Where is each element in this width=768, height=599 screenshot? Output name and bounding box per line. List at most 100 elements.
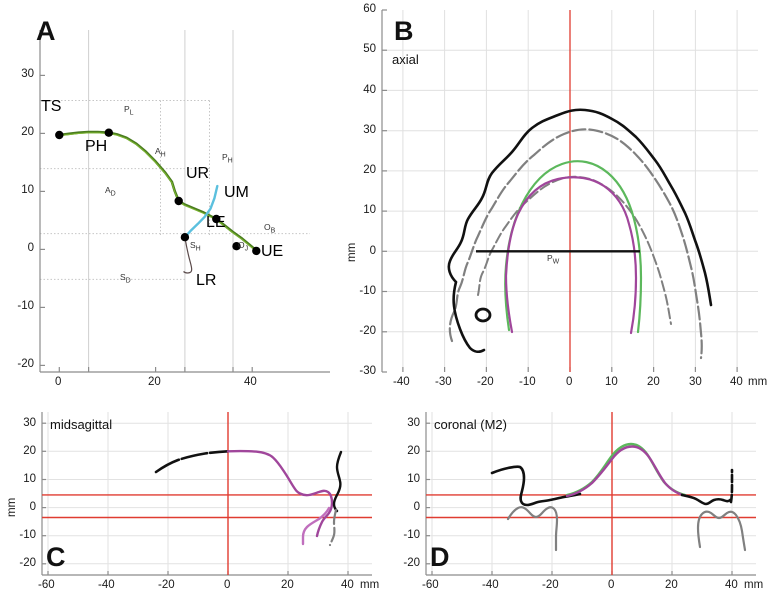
panel-b-xtick-m20: -20 bbox=[477, 376, 494, 388]
panel-b: B axial 60 50 40 30 20 10 0 -10 -20 -30 … bbox=[340, 0, 768, 400]
panel-b-yaxis-unit: mm bbox=[346, 242, 358, 262]
panel-d-axes bbox=[425, 412, 756, 576]
panel-b-ticks bbox=[382, 9, 738, 373]
panel-b-letter: B bbox=[394, 16, 414, 46]
panel-b-xtick-m30: -30 bbox=[435, 376, 452, 388]
measure-ob-base: O bbox=[264, 222, 271, 232]
panel-a-xtick-20: 20 bbox=[148, 376, 161, 388]
panel-a-measure-ad: AD bbox=[105, 185, 116, 198]
measure-pl-base: P bbox=[124, 104, 130, 114]
panel-d-plot bbox=[425, 412, 756, 576]
panel-c-ytick-20: 20 bbox=[23, 445, 36, 457]
panel-c-ytick-m20: -20 bbox=[19, 557, 36, 569]
panel-d: D coronal (M2) 30 20 10 0 -10 -20 -60 -4… bbox=[384, 400, 768, 599]
panel-a-ytick-m20: -20 bbox=[17, 358, 34, 370]
panel-a-ytick-20: 20 bbox=[21, 126, 34, 138]
panel-a-label-ue: UE bbox=[261, 243, 284, 260]
panel-b-xtick-20: 20 bbox=[647, 376, 660, 388]
fitted-arch-purple-b bbox=[504, 176, 638, 335]
panel-d-xtick-0: 0 bbox=[608, 579, 615, 591]
panel-c-ytick-0: 0 bbox=[29, 501, 36, 513]
panel-a-gridlines bbox=[88, 30, 234, 372]
palate-left-black-d bbox=[490, 465, 582, 507]
panel-a-ytick-0: 0 bbox=[27, 242, 34, 254]
panel-c-xtick-m20: -20 bbox=[158, 579, 175, 591]
panel-b-xtick-10: 10 bbox=[605, 376, 618, 388]
panel-d-ytick-30: 30 bbox=[407, 417, 420, 429]
panel-c-plot bbox=[41, 412, 372, 576]
landmark-point-ur bbox=[174, 196, 183, 206]
measure-sh-base: S bbox=[190, 240, 196, 250]
tongue-curve-a bbox=[183, 184, 219, 239]
panel-c-xtick-20: 20 bbox=[281, 579, 294, 591]
panel-c-xtick-40: 40 bbox=[341, 579, 354, 591]
measure-sh-sub: H bbox=[195, 245, 201, 253]
measure-sd-sub: D bbox=[125, 277, 131, 285]
panel-a-ytick-10: 10 bbox=[21, 184, 34, 196]
lower-arch-gray-right-d bbox=[696, 510, 747, 552]
fitted-arch-green-b bbox=[504, 160, 643, 334]
panel-c-axes bbox=[41, 412, 372, 576]
panel-a-measure-sd: SD bbox=[120, 272, 131, 285]
panel-a-landmark-points bbox=[55, 128, 261, 256]
panel-d-ytick-m20: -20 bbox=[403, 557, 420, 569]
panel-b-measure-pw: PW bbox=[547, 253, 559, 266]
landmark-point-ph bbox=[104, 128, 114, 137]
panel-a-measure-ph: PH bbox=[222, 152, 233, 165]
panel-d-xtick-m20: -20 bbox=[542, 579, 559, 591]
incisor-right-black-d bbox=[729, 468, 734, 504]
panel-d-ytick-20: 20 bbox=[407, 445, 420, 457]
panel-d-xtick-m60: -60 bbox=[422, 579, 439, 591]
panel-c-ytick-10: 10 bbox=[23, 473, 36, 485]
panel-b-xtick-30: 30 bbox=[689, 376, 702, 388]
landmark-point-lr bbox=[180, 233, 190, 242]
panel-a-letter: A bbox=[36, 16, 56, 46]
panel-b-ytick-20: 20 bbox=[363, 164, 376, 176]
panel-a-measure-oj: OJ bbox=[238, 240, 248, 253]
panel-d-ytick-m10: -10 bbox=[403, 529, 420, 541]
measure-sd-base: S bbox=[120, 272, 126, 282]
measure-pw-base: P bbox=[547, 253, 553, 263]
lower-arch-gray-left-d bbox=[506, 506, 559, 552]
panel-a-label-ur: UR bbox=[186, 165, 210, 182]
panel-d-gridlines bbox=[426, 412, 756, 575]
panel-b-ytick-m30: -30 bbox=[359, 365, 376, 377]
tongue-tail-a bbox=[183, 237, 193, 274]
measure-ph-sub: H bbox=[227, 157, 233, 165]
panel-d-xtick-40: 40 bbox=[725, 579, 738, 591]
arch-feature-circle-b bbox=[474, 307, 492, 323]
panel-b-view-label: axial bbox=[392, 52, 419, 67]
palate-trace-black-c bbox=[154, 450, 230, 474]
palate-lower-purple-c bbox=[301, 506, 331, 546]
panel-c-gridlines bbox=[42, 412, 372, 575]
panel-b-ytick-50: 50 bbox=[363, 43, 376, 55]
measure-ah-sub: H bbox=[160, 151, 166, 159]
landmark-point-ts bbox=[55, 130, 64, 140]
mandible-trace-gray-c bbox=[328, 508, 338, 547]
panel-a-label-ts: TS bbox=[41, 98, 62, 115]
panel-c-ytick-m10: -10 bbox=[19, 529, 36, 541]
landmark-point-le bbox=[232, 242, 241, 251]
panel-a-xtick-40: 40 bbox=[244, 376, 257, 388]
panel-d-view-label: coronal (M2) bbox=[434, 417, 507, 432]
landmark-point-um bbox=[212, 214, 221, 224]
panel-a-measure-ah: AH bbox=[155, 146, 166, 159]
measure-ad-base: A bbox=[105, 185, 111, 195]
panel-a-xtick-0: 0 bbox=[55, 376, 62, 388]
panel-b-xaxis-unit: mm bbox=[748, 376, 768, 388]
panel-a-label-lr: LR bbox=[196, 272, 217, 289]
measure-ph-base: P bbox=[222, 152, 228, 162]
panel-c-xtick-m40: -40 bbox=[98, 579, 115, 591]
panel-b-ytick-30: 30 bbox=[363, 124, 376, 136]
panel-c-xaxis-unit: mm bbox=[360, 579, 380, 591]
measure-ah-base: A bbox=[155, 146, 161, 156]
panel-a-measure-sh: SH bbox=[190, 240, 201, 253]
palate-trace-purple-c bbox=[226, 449, 334, 538]
panel-a-label-um: UM bbox=[224, 184, 249, 201]
panel-d-ytick-10: 10 bbox=[407, 473, 420, 485]
panel-b-ytick-m20: -20 bbox=[359, 325, 376, 337]
panel-b-ytick-10: 10 bbox=[363, 204, 376, 216]
panel-c-ytick-30: 30 bbox=[23, 417, 36, 429]
panel-a: A 30 20 10 0 -10 -20 0 20 40 TS PH UR UM… bbox=[0, 0, 340, 400]
